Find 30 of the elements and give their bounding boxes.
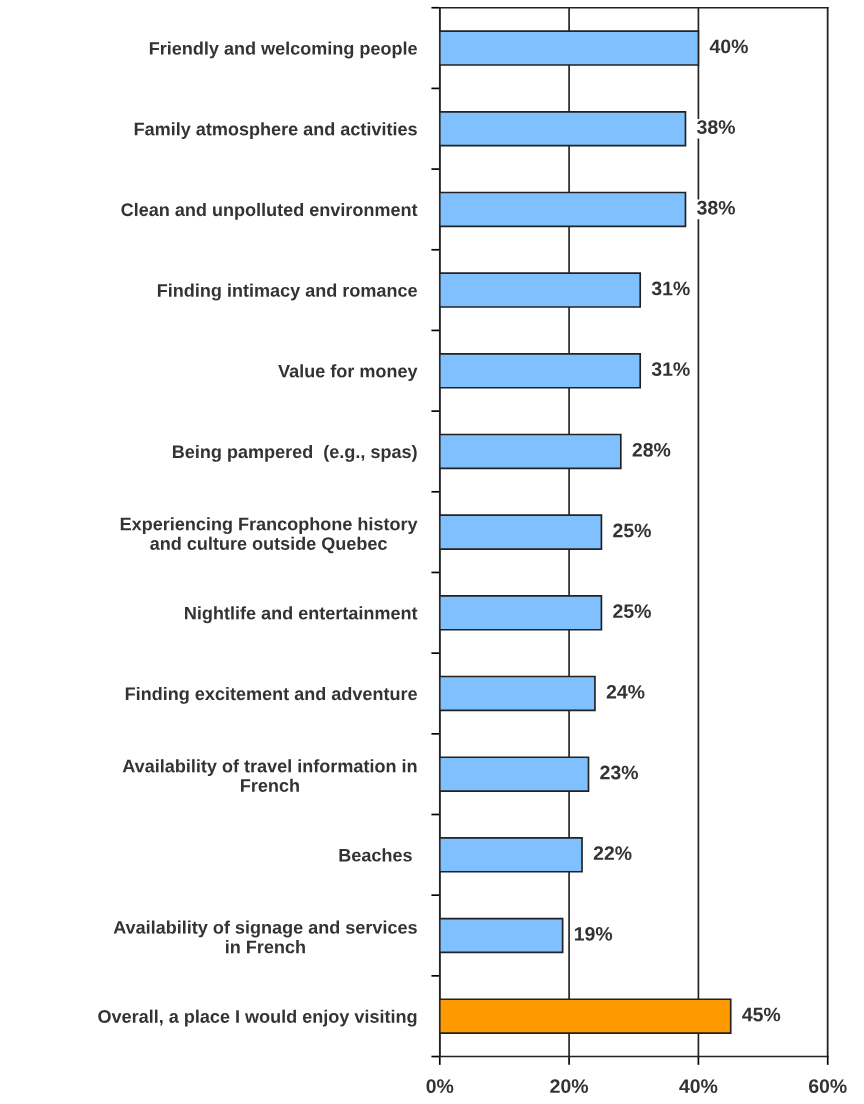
x-tick-label: 60% — [808, 1079, 847, 1094]
y-tick-label: Friendly and welcoming people — [149, 41, 417, 59]
y-tick-label: Availability of signage and services in French — [113, 920, 417, 954]
data-label: 19% — [574, 926, 613, 941]
data-label: 24% — [606, 684, 645, 699]
data-label: 45% — [742, 1007, 781, 1022]
x-tick-label: 0% — [426, 1079, 454, 1094]
y-tick-label: Nightlife and entertainment — [185, 606, 418, 624]
y-tick-label: Finding excitement and adventure — [125, 686, 417, 704]
x-tick-label: 20% — [550, 1079, 589, 1094]
y-tick-label: Availability of travel information in French — [122, 759, 417, 792]
y-tick-label: Being pampered (e.g., spas) — [172, 444, 417, 462]
data-label: 22% — [593, 846, 632, 861]
data-label: 31% — [651, 362, 690, 377]
data-label: 38% — [697, 200, 735, 215]
y-tick-label: Beaches — [339, 848, 412, 862]
data-label: 40% — [709, 39, 748, 54]
y-tick-label: Overall, a place I would enjoy visiting — [98, 1009, 417, 1027]
data-label: 31% — [651, 281, 690, 296]
x-tick-label: 40% — [679, 1079, 718, 1094]
y-tick-label: Clean and unpolluted environment — [121, 202, 418, 220]
y-tick-label: Experiencing Francophone history and culture outside Quebec — [120, 517, 418, 554]
data-label: 25% — [613, 523, 651, 538]
data-label: 38% — [697, 120, 735, 134]
y-tick-label: Value for money — [278, 364, 418, 382]
y-tick-label: Family atmosphere and activities — [134, 122, 417, 140]
y-tick-label: Finding intimacy and romance — [157, 283, 417, 301]
data-label: 28% — [632, 442, 671, 457]
data-label: 25% — [613, 604, 651, 619]
data-label: 23% — [600, 765, 638, 780]
